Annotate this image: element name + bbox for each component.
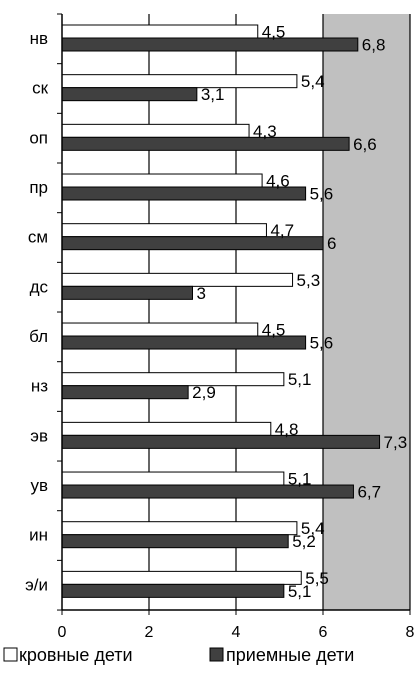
bars (61, 24, 381, 598)
category-label: ин (29, 526, 48, 545)
legend-swatch-foster (209, 647, 224, 662)
axes (57, 13, 411, 615)
bar (61, 471, 285, 486)
tick-labels: 0 2 4 6 8 (58, 624, 415, 641)
data-label: 6,8 (362, 36, 386, 55)
category-label: бл (29, 327, 48, 346)
category-label: дс (30, 277, 49, 296)
plot-shaded-band (323, 14, 410, 610)
data-label: 5,2 (292, 532, 316, 551)
bar (61, 285, 193, 300)
category-label: ск (32, 79, 49, 98)
bar (61, 123, 250, 138)
data-label: 5,4 (301, 72, 325, 91)
data-label: 4,5 (262, 23, 286, 42)
data-label: 5,1 (288, 370, 312, 389)
x-tick-label: 0 (58, 624, 67, 641)
category-label: эв (30, 426, 48, 445)
data-label: 5,1 (288, 582, 312, 601)
data-label: 3 (197, 284, 206, 303)
bar (61, 583, 285, 598)
bar (61, 24, 259, 39)
category-label: э/и (25, 575, 48, 594)
bar (61, 421, 272, 436)
bar (61, 173, 263, 188)
data-label: 5,4 (301, 519, 325, 538)
bar (61, 385, 189, 400)
x-tick-label: 6 (319, 624, 328, 641)
bar (61, 223, 267, 238)
data-label: 7,3 (384, 433, 408, 452)
bar (61, 434, 381, 449)
data-label: 5,1 (288, 470, 312, 489)
data-label: 4,5 (262, 321, 286, 340)
data-label: 4,8 (275, 420, 299, 439)
data-label: 4,6 (266, 172, 290, 191)
category-label: ув (30, 476, 48, 495)
bar (61, 87, 198, 102)
bar (61, 521, 298, 536)
data-label: 3,1 (201, 85, 225, 104)
data-label: 4,7 (270, 221, 294, 240)
category-label: оп (29, 128, 48, 147)
bar (61, 37, 359, 52)
gridlines (148, 14, 411, 610)
x-tick-label: 2 (145, 624, 154, 641)
category-label: см (28, 228, 48, 247)
data-label: 5,5 (305, 569, 329, 588)
category-labels: нв ск оп пр см дс бл нз эв ув ин э/и (25, 29, 48, 594)
bar (61, 372, 285, 387)
data-labels: 4,5 6,8 5,4 3,1 4,3 6,6 4,6 5,6 4,7 6 5,3 3 4,5 5,6 5,… (192, 23, 407, 601)
legend-label-blood: кровные дети (19, 645, 133, 665)
bar (61, 272, 294, 287)
legend: кровные дети приемные дети (3, 645, 354, 665)
bar (61, 534, 289, 549)
category-label: пр (29, 178, 48, 197)
legend-swatch-blood (3, 647, 18, 662)
x-tick-label: 4 (232, 624, 241, 641)
bar (61, 322, 259, 337)
bar (61, 570, 302, 585)
data-label: 5,6 (310, 334, 334, 353)
category-label: нв (30, 29, 48, 48)
bar (61, 136, 350, 151)
data-label: 5,6 (310, 185, 334, 204)
data-label: 6,7 (357, 483, 381, 502)
legend-label-foster: приемные дети (226, 645, 354, 665)
bar (61, 74, 298, 89)
data-label: 6 (327, 234, 336, 253)
data-label: 6,6 (353, 135, 377, 154)
x-tick-label: 8 (406, 624, 415, 641)
data-label: 4,3 (253, 122, 277, 141)
data-label: 2,9 (192, 383, 216, 402)
category-label: нз (31, 377, 48, 396)
data-label: 5,3 (297, 271, 321, 290)
